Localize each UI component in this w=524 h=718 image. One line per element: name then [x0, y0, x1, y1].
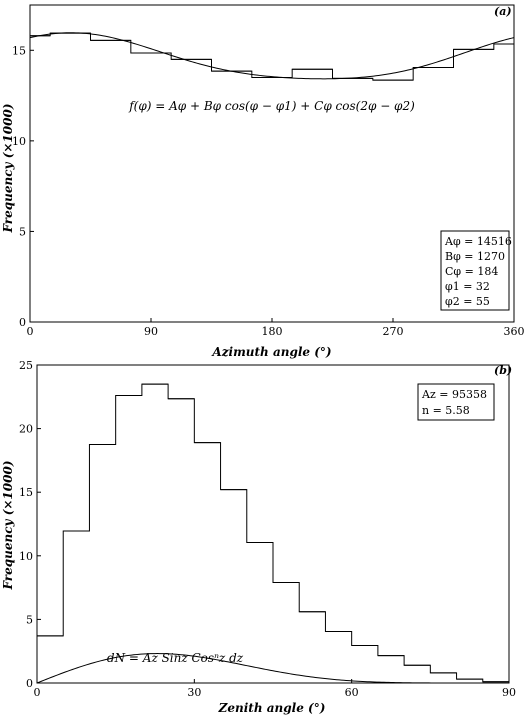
- fit-curve-a: [29, 32, 515, 80]
- y-tick-label: 25: [19, 359, 33, 372]
- panel-label-b: (b): [494, 364, 512, 377]
- x-tick-label: 60: [345, 686, 359, 699]
- x-tick-label: 270: [383, 325, 404, 338]
- param-a-0: Aφ = 14516: [444, 235, 512, 248]
- y-tick-label: 0: [19, 316, 26, 329]
- histogram-outline: [36, 383, 509, 683]
- x-tick-label: 360: [504, 325, 524, 338]
- param-box-b: [417, 383, 495, 421]
- x-tick-label: 90: [144, 325, 158, 338]
- histogram-outline: [30, 32, 514, 81]
- y-tick-label: 10: [12, 135, 26, 148]
- panel-a: 0 90 180 270 360 0 5 10 15 (a) Azimuth angle (°…: [1, 4, 524, 359]
- fit-curve-b: [36, 653, 509, 684]
- param-a-2: Cφ = 184: [445, 265, 498, 278]
- param-a-3: φ1 = 32: [445, 280, 490, 293]
- y-tick-label: 5: [26, 613, 33, 626]
- formula-b: dN = Az Sinz Cosⁿz dz: [107, 651, 244, 665]
- x-tick-label: 180: [262, 325, 283, 338]
- y-axis-label-a: Frequency (×1000): [1, 103, 15, 233]
- y-ticks-b: 0 5 10 15 20 25: [19, 359, 41, 690]
- x-ticks-a: 0 90 180 270 360: [27, 318, 524, 338]
- x-tick-label: 90: [502, 686, 516, 699]
- histogram-a: [30, 32, 514, 81]
- panel-label-a: (a): [494, 5, 512, 18]
- plot-frame-b: [36, 364, 510, 684]
- x-tick-label: 30: [187, 686, 201, 699]
- x-ticks-b: 0 30 60 90: [34, 679, 516, 699]
- x-tick-label: 0: [34, 686, 41, 699]
- param-a-1: Bφ = 1270: [445, 250, 505, 263]
- y-tick-label: 0: [26, 677, 33, 690]
- x-tick-label: 0: [27, 325, 34, 338]
- y-tick-label: 15: [19, 486, 33, 499]
- y-tick-label: 10: [19, 550, 33, 563]
- param-b-1: n = 5.58: [422, 404, 470, 417]
- y-axis-label-b: Frequency (×1000): [1, 460, 15, 590]
- x-axis-label-a: Azimuth angle (°): [211, 345, 331, 359]
- y-tick-label: 20: [19, 423, 33, 436]
- param-a-4: φ2 = 55: [445, 295, 490, 308]
- formula-a: f(φ) = Aφ + Bφ cos(φ − φ1) + Cφ cos(2φ −…: [128, 99, 415, 113]
- param-b-0: Az = 95358: [421, 388, 487, 401]
- y-tick-label: 15: [12, 44, 26, 57]
- y-ticks-a: 0 5 10 15: [12, 44, 34, 329]
- histogram-b: [36, 383, 509, 683]
- param-box-a: [440, 230, 510, 311]
- x-axis-label-b: Zenith angle (°): [218, 701, 326, 715]
- y-tick-label: 5: [19, 225, 26, 238]
